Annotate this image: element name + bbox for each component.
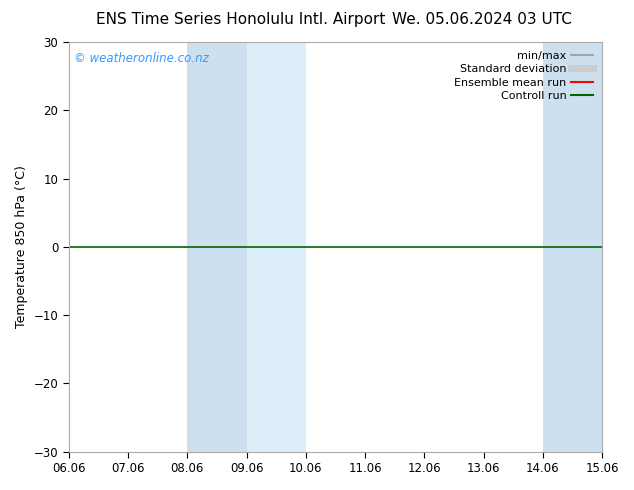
Bar (543, 42, 602, 452)
Text: © weatheronline.co.nz: © weatheronline.co.nz (74, 52, 209, 65)
Text: We. 05.06.2024 03 UTC: We. 05.06.2024 03 UTC (392, 12, 572, 27)
Y-axis label: Temperature 850 hPa (°C): Temperature 850 hPa (°C) (15, 166, 28, 328)
Bar (602, 42, 632, 452)
Bar (187, 42, 247, 452)
Legend: min/max, Standard deviation, Ensemble mean run, Controll run: min/max, Standard deviation, Ensemble me… (451, 48, 597, 104)
Bar (247, 42, 306, 452)
Text: ENS Time Series Honolulu Intl. Airport: ENS Time Series Honolulu Intl. Airport (96, 12, 385, 27)
